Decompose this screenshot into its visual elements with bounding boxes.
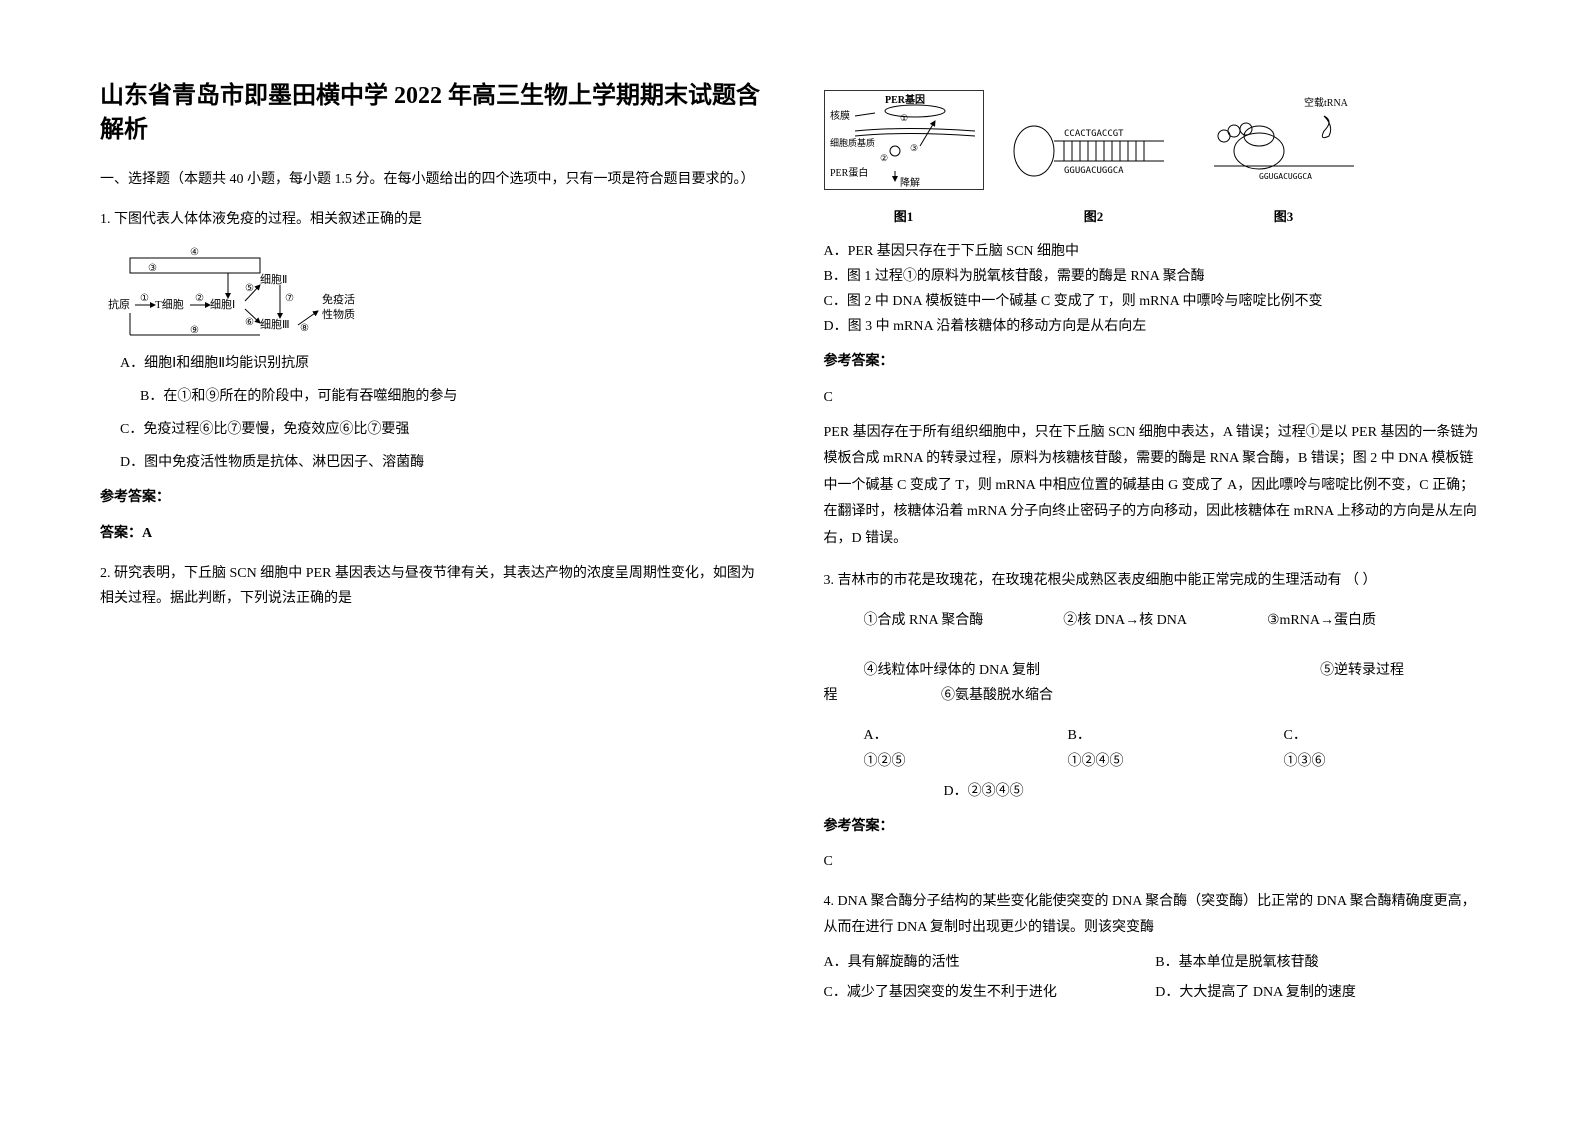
q3-answer-label: 参考答案： xyxy=(824,814,1488,839)
label-n9: ⑨ xyxy=(190,325,199,336)
fig1-n1: ① xyxy=(900,113,908,123)
fig2-bars xyxy=(1064,141,1144,161)
question-1: 1. 下图代表人体体液免疫的过程。相关叙述正确的是 抗原 ① T细胞 ② 细胞Ⅰ… xyxy=(100,207,764,545)
q2-answer-label: 参考答案： xyxy=(824,349,1488,374)
fig2-label: 图2 xyxy=(1004,205,1184,228)
label-n4: ④ xyxy=(190,247,199,258)
q3-item4: ④线粒体叶绿体的 DNA 复制 xyxy=(864,658,1041,683)
question-3: 3. 吉林市的市花是玫瑰花，在玫瑰花根尖成熟区表皮细胞中能正常完成的生理活动有 … xyxy=(824,568,1488,875)
q3-item2: ②核 DNA→核 DNA xyxy=(1063,608,1187,633)
fig1-n2: ② xyxy=(880,153,888,163)
q1-option-c: C．免疫过程⑥比⑦要慢，免疫效应⑥比⑦要强 xyxy=(120,417,764,442)
fig1-n3: ③ xyxy=(910,143,918,153)
q1-option-b: B．在①和⑨所在的阶段中，可能有吞噬细胞的参与 xyxy=(140,384,764,409)
label-n2: ② xyxy=(195,293,204,304)
fig1-nuclear: 核膜 xyxy=(830,109,850,122)
fig3-label: 图3 xyxy=(1204,205,1364,228)
q3-choice-b: B．①②④⑤ xyxy=(1068,723,1124,773)
document-title: 山东省青岛市即墨田横中学 2022 年高三生物上学期期末试题含解析 xyxy=(100,80,764,147)
label-cell2: 细胞Ⅱ xyxy=(260,273,287,286)
question-2-start: 2. 研究表明，下丘脑 SCN 细胞中 PER 基因表达与昼夜节律有关，其表达产… xyxy=(100,561,764,611)
fig1-cyto: 细胞质基质 xyxy=(830,137,875,148)
fig2-seq2: GGUGACUGGCA xyxy=(1064,166,1124,176)
q2-text: 2. 研究表明，下丘脑 SCN 细胞中 PER 基因表达与昼夜节律有关，其表达产… xyxy=(100,561,764,611)
q2-diagrams: PER基因 核膜 细胞质基质 ① ② ③ PER蛋白 降解 xyxy=(824,90,1488,229)
label-immune1: 免疫活 xyxy=(322,292,355,306)
fig3-trna: 空载tRNA xyxy=(1304,96,1349,109)
q3-choice-c: C．①③⑥ xyxy=(1284,723,1327,773)
q3-choice-d: D．②③④⑤ xyxy=(944,779,1488,804)
q4-option-c: C．减少了基因突变的发生不利于进化 xyxy=(824,980,1156,1005)
right-column: PER基因 核膜 细胞质基质 ① ② ③ PER蛋白 降解 xyxy=(824,80,1488,1025)
label-cell1: 细胞Ⅰ xyxy=(210,298,235,311)
label-n5: ⑤ xyxy=(245,283,254,294)
q2-option-c: C．图 2 中 DNA 模板链中一个碱基 C 变成了 T，则 mRNA 中嘌呤与… xyxy=(824,289,1488,314)
label-tcell: T细胞 xyxy=(155,298,184,311)
q2-fig2-svg: CCACTGACCGT xyxy=(1004,111,1184,191)
q2-explanation: PER 基因存在于所有组织细胞中，只在下丘脑 SCN 细胞中表达，A 错误；过程… xyxy=(824,420,1488,553)
fig1-label: 图1 xyxy=(824,205,984,228)
q3-item6: ⑥氨基酸脱水缩合 xyxy=(941,688,1053,703)
label-n3: ③ xyxy=(148,263,157,274)
q2-option-d: D．图 3 中 mRNA 沿着核糖体的移动方向是从右向左 xyxy=(824,314,1488,339)
q2-fig2: CCACTGACCGT xyxy=(1004,111,1184,229)
q3-item5: ⑤逆转录过程 xyxy=(1320,658,1404,683)
q3-answer: C xyxy=(824,849,1488,874)
q3-items-row2: ④线粒体叶绿体的 DNA 复制 ⑤逆转录过程 xyxy=(824,658,1488,683)
q2-fig1-svg: PER基因 核膜 细胞质基质 ① ② ③ PER蛋白 降解 xyxy=(825,91,985,191)
q1-text: 1. 下图代表人体体液免疫的过程。相关叙述正确的是 xyxy=(100,207,764,232)
q4-options: A．具有解旋酶的活性 B．基本单位是脱氧核苷酸 C．减少了基因突变的发生不利于进… xyxy=(824,950,1488,1010)
q2-fig3-box: 空载tRNA GGUGACUGGCA xyxy=(1204,91,1364,191)
q2-fig2-box: CCACTGACCGT xyxy=(1004,111,1184,191)
q2-fig1-box: PER基因 核膜 细胞质基质 ① ② ③ PER蛋白 降解 xyxy=(824,90,984,190)
q3-items-row3: 程 ⑥氨基酸脱水缩合 xyxy=(824,683,1488,708)
fig1-pergene: PER基因 xyxy=(885,93,925,106)
q4-option-b: B．基本单位是脱氧核苷酸 xyxy=(1155,950,1487,975)
q1-option-d: D．图中免疫活性物质是抗体、淋巴因子、溶菌酶 xyxy=(120,450,764,475)
label-n1: ① xyxy=(140,293,149,304)
q4-text: 4. DNA 聚合酶分子结构的某些变化能使突变的 DNA 聚合酶（突变酶）比正常… xyxy=(824,889,1488,939)
question-4: 4. DNA 聚合酶分子结构的某些变化能使突变的 DNA 聚合酶（突变酶）比正常… xyxy=(824,889,1488,1010)
q3-text: 3. 吉林市的市花是玫瑰花，在玫瑰花根尖成熟区表皮细胞中能正常完成的生理活动有 … xyxy=(824,568,1488,593)
q4-option-d: D．大大提高了 DNA 复制的速度 xyxy=(1155,980,1487,1005)
q2-option-a: A．PER 基因只存在于下丘脑 SCN 细胞中 xyxy=(824,239,1488,264)
q2-fig1: PER基因 核膜 细胞质基质 ① ② ③ PER蛋白 降解 xyxy=(824,90,984,229)
q3-item5-suffix: 程 xyxy=(824,688,838,703)
q2-answer: C xyxy=(824,385,1488,410)
fig1-perprotein: PER蛋白 xyxy=(830,166,868,179)
q3-items-row1: ①合成 RNA 聚合酶 ②核 DNA→核 DNA ③mRNA→蛋白质 xyxy=(864,608,1488,643)
q3-item1: ①合成 RNA 聚合酶 xyxy=(864,608,984,633)
q2-option-b: B．图 1 过程①的原料为脱氧核苷酸，需要的酶是 RNA 聚合酶 xyxy=(824,264,1488,289)
label-n7: ⑦ xyxy=(285,293,294,304)
page-container: 山东省青岛市即墨田横中学 2022 年高三生物上学期期末试题含解析 一、选择题（… xyxy=(100,80,1487,1025)
label-antigen: 抗原 xyxy=(108,297,130,311)
fig2-seq1: CCACTGACCGT xyxy=(1064,129,1124,139)
fig1-degrade: 降解 xyxy=(900,176,920,189)
section-header: 一、选择题（本题共 40 小题，每小题 1.5 分。在每小题给出的四个选项中，只… xyxy=(100,167,764,192)
label-n6: ⑥ xyxy=(245,317,254,328)
label-immune2: 性物质 xyxy=(322,307,355,321)
q3-choices-row2: D．②③④⑤ xyxy=(944,779,1488,804)
q3-choice-a: A．①②⑤ xyxy=(864,723,908,773)
q1-answer: 答案：A xyxy=(100,521,764,546)
fig3-seq: GGUGACUGGCA xyxy=(1259,172,1312,181)
q4-option-a: A．具有解旋酶的活性 xyxy=(824,950,1156,975)
q3-choices-row1: A．①②⑤ B．①②④⑤ C．①③⑥ xyxy=(864,723,1488,773)
q2-fig3-svg: 空载tRNA GGUGACUGGCA xyxy=(1204,91,1364,191)
q3-item3: ③mRNA→蛋白质 xyxy=(1267,608,1376,633)
q1-svg: 抗原 ① T细胞 ② 细胞Ⅰ 细胞Ⅱ 细胞Ⅲ 免疫活 性物质 ⑤ ⑥ xyxy=(100,243,380,343)
label-n8: ⑧ xyxy=(300,323,309,334)
q2-fig3: 空载tRNA GGUGACUGGCA 图3 xyxy=(1204,91,1364,229)
label-cell3: 细胞Ⅲ xyxy=(260,318,290,331)
q1-option-a: A．细胞Ⅰ和细胞Ⅱ均能识别抗原 xyxy=(120,351,764,376)
q1-diagram: 抗原 ① T细胞 ② 细胞Ⅰ 细胞Ⅱ 细胞Ⅲ 免疫活 性物质 ⑤ ⑥ xyxy=(100,243,380,343)
q1-answer-label: 参考答案： xyxy=(100,485,764,510)
left-column: 山东省青岛市即墨田横中学 2022 年高三生物上学期期末试题含解析 一、选择题（… xyxy=(100,80,764,1025)
